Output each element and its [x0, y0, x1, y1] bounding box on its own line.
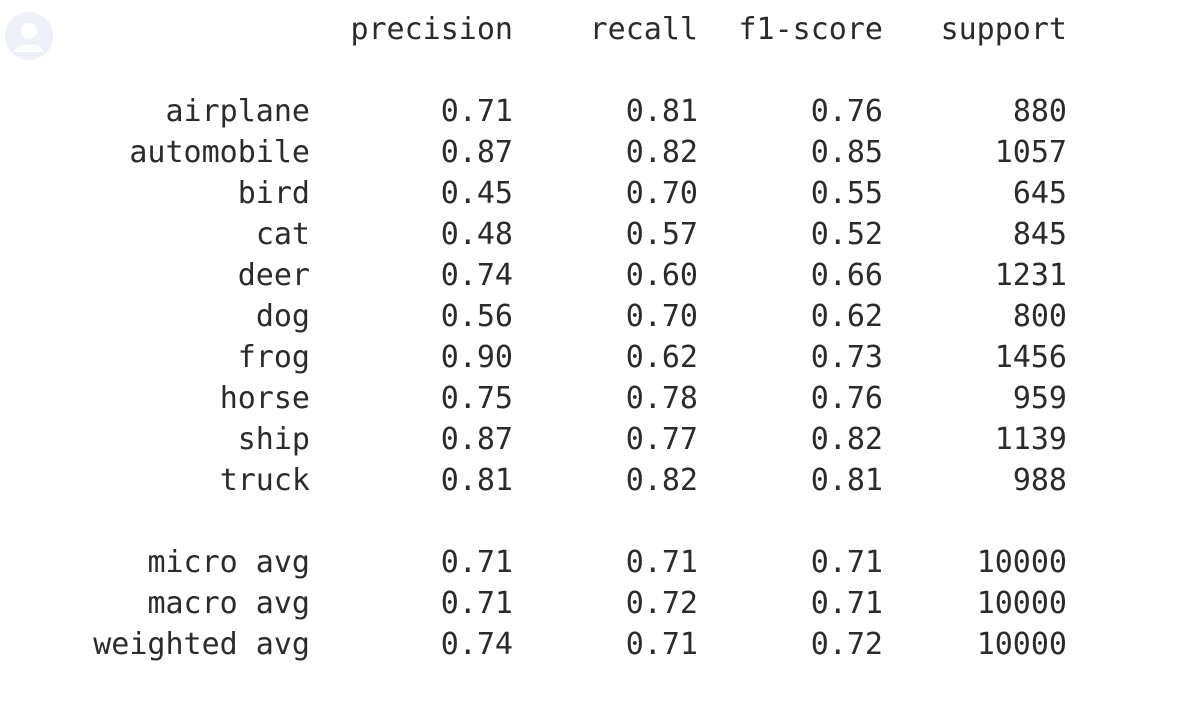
- row-support: 1231: [994, 258, 1067, 293]
- row-support: 1456: [994, 340, 1067, 375]
- row-label: deer: [237, 258, 310, 293]
- row-precision: 0.48: [440, 217, 513, 252]
- row-f1-score: 0.73: [810, 340, 883, 375]
- row-f1-score: 0.85: [810, 135, 883, 170]
- row-f1-score: 0.76: [810, 94, 883, 129]
- row-precision: 0.87: [440, 422, 513, 457]
- row-recall: 0.60: [625, 258, 698, 293]
- row-label: frog: [237, 340, 310, 375]
- avg-support: 10000: [976, 545, 1067, 580]
- row-support: 645: [1012, 176, 1067, 211]
- avg-label: micro avg: [147, 545, 310, 580]
- avg-recall: 0.71: [625, 627, 698, 662]
- row-recall: 0.81: [625, 94, 698, 129]
- header-f1-score: f1-score: [738, 12, 884, 47]
- row-recall: 0.70: [625, 299, 698, 334]
- header-precision: precision: [350, 12, 513, 47]
- row-recall: 0.62: [625, 340, 698, 375]
- avg-label: macro avg: [147, 586, 310, 621]
- row-precision: 0.74: [440, 258, 513, 293]
- avg-recall: 0.72: [625, 586, 698, 621]
- row-recall: 0.57: [625, 217, 698, 252]
- row-recall: 0.82: [625, 463, 698, 498]
- row-f1-score: 0.55: [810, 176, 883, 211]
- row-f1-score: 0.76: [810, 381, 883, 416]
- avg-f1-score: 0.71: [810, 545, 883, 580]
- header-recall: recall: [589, 12, 698, 47]
- row-precision: 0.75: [440, 381, 513, 416]
- row-f1-score: 0.81: [810, 463, 883, 498]
- row-support: 845: [1012, 217, 1067, 252]
- row-label: automobile: [129, 135, 310, 170]
- row-support: 988: [1012, 463, 1067, 498]
- row-label: ship: [237, 422, 310, 457]
- row-precision: 0.56: [440, 299, 513, 334]
- avg-support: 10000: [976, 586, 1067, 621]
- row-label: bird: [237, 176, 310, 211]
- row-recall: 0.82: [625, 135, 698, 170]
- row-recall: 0.78: [625, 381, 698, 416]
- row-precision: 0.81: [440, 463, 513, 498]
- row-precision: 0.87: [440, 135, 513, 170]
- row-f1-score: 0.62: [810, 299, 883, 334]
- row-label: airplane: [165, 94, 311, 129]
- row-support: 880: [1012, 94, 1067, 129]
- row-label: cat: [255, 217, 310, 252]
- avg-label: weighted avg: [93, 627, 310, 662]
- row-f1-score: 0.82: [810, 422, 883, 457]
- row-f1-score: 0.66: [810, 258, 883, 293]
- row-support: 959: [1012, 381, 1067, 416]
- avg-f1-score: 0.71: [810, 586, 883, 621]
- user-silhouette-icon: [5, 12, 53, 60]
- row-label: dog: [255, 299, 310, 334]
- row-precision: 0.45: [440, 176, 513, 211]
- avg-recall: 0.71: [625, 545, 698, 580]
- row-label: truck: [219, 463, 310, 498]
- row-support: 1139: [994, 422, 1067, 457]
- row-recall: 0.77: [625, 422, 698, 457]
- avg-precision: 0.71: [440, 586, 513, 621]
- header-support: support: [940, 12, 1067, 47]
- row-support: 1057: [994, 135, 1067, 170]
- row-f1-score: 0.52: [810, 217, 883, 252]
- avg-precision: 0.71: [440, 545, 513, 580]
- row-recall: 0.70: [625, 176, 698, 211]
- avg-precision: 0.74: [440, 627, 513, 662]
- row-precision: 0.90: [440, 340, 513, 375]
- avg-support: 10000: [976, 627, 1067, 662]
- row-precision: 0.71: [440, 94, 513, 129]
- avg-f1-score: 0.72: [810, 627, 883, 662]
- user-avatar-icon: [5, 12, 53, 60]
- row-label: horse: [219, 381, 310, 416]
- row-support: 800: [1012, 299, 1067, 334]
